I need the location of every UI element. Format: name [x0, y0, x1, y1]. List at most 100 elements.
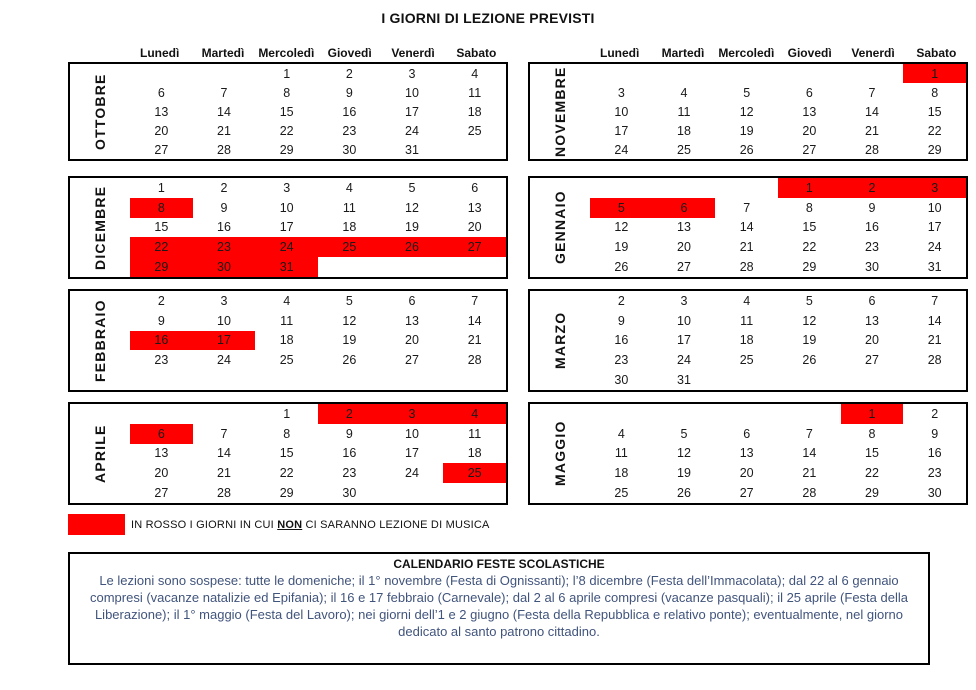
day-cell: 25: [739, 353, 754, 368]
day-cell: 3: [617, 85, 625, 100]
day-cell: 29: [802, 260, 817, 275]
day-cell: 9: [220, 200, 228, 215]
weekday-header: Lunedì: [140, 46, 180, 60]
calendar-gennaio: GENNAIO 1 2 3 5 6 7 8 9 10 12 13 14 15 16 17 19 20 21 22 23 2…: [528, 176, 968, 279]
day-cell: 7: [743, 200, 751, 215]
day-cell: 15: [802, 220, 817, 235]
day-cell: [715, 64, 778, 83]
day-cell-no-lesson: 1: [840, 404, 904, 424]
day-cell: 28: [802, 486, 817, 501]
day-cell: 11: [280, 313, 294, 328]
day-cell: 20: [467, 220, 482, 235]
day-cell: 24: [405, 123, 419, 138]
day-cell: 2: [345, 66, 353, 81]
day-cell: [590, 404, 653, 424]
day-cell: 25: [677, 142, 691, 157]
day-cell: 6: [868, 293, 876, 308]
day-cell: 22: [802, 240, 817, 255]
day-cell: 5: [680, 426, 688, 441]
day-cell: 31: [405, 142, 419, 157]
day-cell: [443, 370, 506, 390]
day-cell: 3: [283, 180, 291, 195]
day-cell: 2: [931, 406, 939, 421]
day-cell-no-lesson: 8: [130, 197, 193, 218]
day-cell: 17: [279, 220, 294, 235]
calendar-aprile: APRILE 1 2 3 4 6 7 8 9 10 11 13 14 15 16 17 18 20 21 22 23 24…: [68, 402, 508, 505]
day-cell: 6: [471, 180, 479, 195]
day-cell: 18: [614, 466, 629, 481]
day-cell: 18: [739, 333, 754, 348]
weekday-header-row: Lunedì Martedì Mercoledì Giovedì Venerdì Saba…: [68, 46, 508, 60]
day-cell: 10: [677, 313, 691, 328]
day-cell: 11: [468, 426, 482, 441]
day-cell-no-lesson: 25: [318, 237, 381, 258]
day-cell: 23: [927, 466, 942, 481]
day-cell: 17: [927, 220, 942, 235]
day-cell: 20: [677, 240, 691, 255]
day-cell: 9: [345, 85, 353, 100]
day-cell: 3: [680, 293, 688, 308]
day-cell: [778, 370, 841, 390]
day-cell: [653, 404, 716, 424]
day-cell: 2: [617, 293, 625, 308]
day-cell: 25: [279, 353, 294, 368]
day-cell: 19: [677, 466, 691, 481]
day-cell: 15: [927, 104, 942, 119]
day-cell-no-lesson: 23: [192, 237, 256, 258]
weekday-header: Martedì: [661, 46, 705, 60]
weekday-header: Mercoledì: [718, 46, 775, 60]
day-cell: [193, 64, 256, 83]
day-cell: 22: [927, 123, 942, 138]
day-cell: 13: [405, 313, 419, 328]
day-cell: 1: [283, 66, 291, 81]
day-cell: 30: [342, 142, 357, 157]
day-cell: 6: [805, 85, 813, 100]
day-cell: [193, 370, 256, 390]
day-cell: [381, 257, 444, 277]
day-cell: [841, 370, 904, 390]
day-cell: 16: [865, 220, 879, 235]
day-cell: 22: [865, 466, 879, 481]
day-cell: 7: [868, 85, 876, 100]
day-cell: 12: [614, 220, 629, 235]
month-label: GENNAIO: [552, 190, 568, 265]
day-cell: 27: [739, 486, 754, 501]
day-cell: 14: [467, 313, 482, 328]
day-cell: 2: [157, 293, 165, 308]
day-cell: 15: [154, 220, 169, 235]
day-cell-no-lesson: 1: [778, 178, 841, 198]
calendar-novembre: NOVEMBRE 1 3 4 5 6 7 8 10 11 12 13 14 15 17 18 19 20 21 22 2…: [528, 62, 968, 161]
day-cell: 17: [614, 123, 629, 138]
day-cell: 3: [408, 66, 416, 81]
day-cell-no-lesson: 5: [590, 197, 653, 218]
day-cell: [130, 370, 193, 390]
day-cell: [778, 64, 841, 83]
day-cell: 24: [405, 466, 419, 481]
weekday-header: Lunedì: [600, 46, 640, 60]
weekday-header: Venerdì: [391, 46, 435, 60]
day-cell: 4: [680, 85, 688, 100]
day-cell: 10: [405, 85, 419, 100]
school-holidays-title: CALENDARIO FESTE SCOLASTICHE: [393, 557, 605, 571]
day-cell: 13: [739, 446, 754, 461]
day-cell: 21: [865, 123, 879, 138]
day-cell: 16: [217, 220, 231, 235]
day-cell: 6: [157, 85, 165, 100]
month-label: APRILE: [92, 424, 108, 483]
calendar-maggio: MAGGIO 1 2 4 5 6 7 8 9 11 12 13 14 15 16 18 19 20 21 22 23 25…: [528, 402, 968, 505]
day-cell-no-lesson: 2: [318, 404, 381, 424]
day-cell: 14: [802, 446, 817, 461]
day-cell: 5: [408, 180, 416, 195]
day-cell: 23: [865, 240, 879, 255]
day-cell: 19: [739, 123, 754, 138]
day-cell: 30: [342, 486, 357, 501]
day-cell: 14: [865, 104, 879, 119]
day-cell: 11: [342, 200, 356, 215]
day-cell-no-lesson: 31: [255, 257, 318, 277]
day-cell: [778, 404, 841, 424]
school-holidays-box: CALENDARIO FESTE SCOLASTICHE Le lezioni …: [68, 552, 930, 665]
weekday-header-row: Lunedì Martedì Mercoledì Giovedì Venerdì Saba…: [528, 46, 968, 60]
calendar-marzo: MARZO 2 3 4 5 6 7 9 10 11 12 13 14 16 17 18 19 20 21 23 24 25…: [528, 289, 968, 392]
day-cell: [318, 370, 381, 390]
day-cell: 8: [283, 426, 291, 441]
